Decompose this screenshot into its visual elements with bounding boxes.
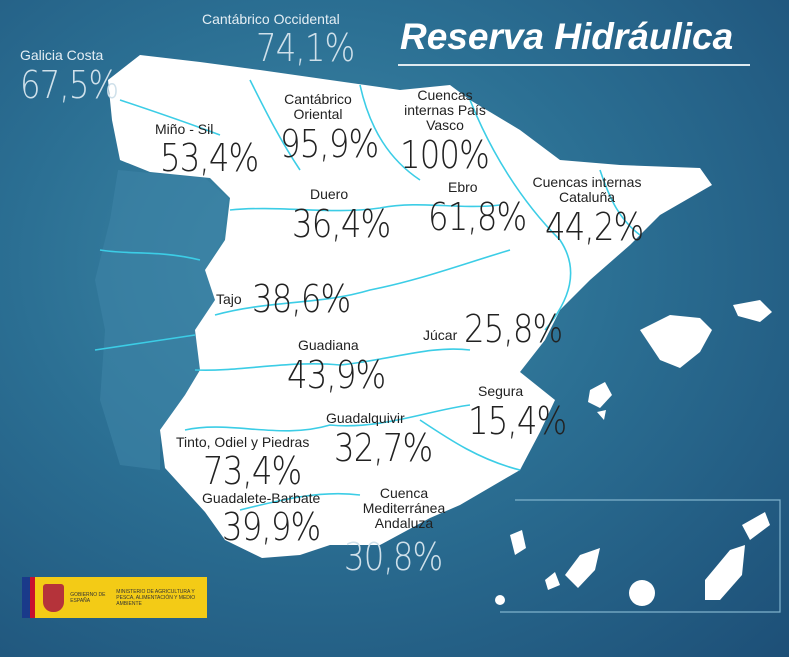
mallorca-shape xyxy=(640,315,712,368)
basin-value: 74,1% xyxy=(256,26,355,70)
basin-value: 43,9% xyxy=(287,353,386,397)
basin-label: Miño - Sil xyxy=(155,121,214,137)
basin-value: 15,4% xyxy=(468,399,567,443)
ibiza-shape xyxy=(588,382,612,408)
basin-label: Guadiana xyxy=(298,337,359,353)
basin-label: Júcar xyxy=(423,327,458,343)
basin-value: 32,7% xyxy=(334,426,433,470)
basin-label: Tinto, Odiel y Piedras xyxy=(176,434,310,450)
basin-label: Ebro xyxy=(448,179,478,195)
basin-value: 38,6% xyxy=(252,277,351,321)
basin-value: 44,2% xyxy=(545,205,644,249)
basin-value: 100% xyxy=(400,133,490,177)
basin-label: Duero xyxy=(310,186,349,202)
formentera-shape xyxy=(597,410,606,420)
coat-of-arms-icon xyxy=(43,583,65,612)
government-logo: GOBIERNO DE ESPAÑA MINISTERIO DE AGRICUL… xyxy=(22,577,207,618)
basin-label: Cantábrico Oriental xyxy=(284,91,352,122)
basin-label: Cuenca Mediterránea Andaluza xyxy=(362,485,446,531)
basin-label: Guadalquivir xyxy=(326,410,405,426)
canarias-box xyxy=(500,499,781,613)
rivers xyxy=(94,79,641,511)
basin-label: Cantábrico Occidental xyxy=(202,11,340,27)
portugal-shape xyxy=(95,170,228,470)
basin-label: Segura xyxy=(478,383,524,399)
basin-label: Guadalete-Barbate xyxy=(202,490,321,506)
basin-value: 67,5% xyxy=(20,63,119,107)
basin-value: 36,4% xyxy=(292,202,391,246)
basin-value: 53,4% xyxy=(160,136,259,180)
basin-value: 73,4% xyxy=(203,449,302,493)
menorca-shape xyxy=(733,300,772,322)
spain-flag-stripe xyxy=(29,577,36,618)
title-underline xyxy=(398,64,750,66)
basin-label: Cuencas internas País Vasco xyxy=(404,87,486,133)
basin-label: Tajo xyxy=(216,291,242,307)
map-title: Reserva Hidráulica xyxy=(400,16,734,57)
logo-ministerio: MINISTERIO DE AGRICULTURA Y PESCA, ALIME… xyxy=(116,588,196,607)
basin-value: 30,8% xyxy=(344,535,443,579)
basin-value: 61,8% xyxy=(428,195,527,239)
basin-value: 39,9% xyxy=(222,505,321,549)
basin-label: Galicia Costa xyxy=(20,47,104,63)
peninsula-land xyxy=(108,55,712,558)
basin-label: Cuencas internas Cataluña xyxy=(532,174,642,205)
logo-gobierno: GOBIERNO DE ESPAÑA xyxy=(70,591,106,604)
canary-islands xyxy=(495,512,770,606)
basin-value: 95,9% xyxy=(280,122,379,166)
basin-value: 25,8% xyxy=(464,307,563,351)
eu-flag-stripe xyxy=(22,577,30,618)
